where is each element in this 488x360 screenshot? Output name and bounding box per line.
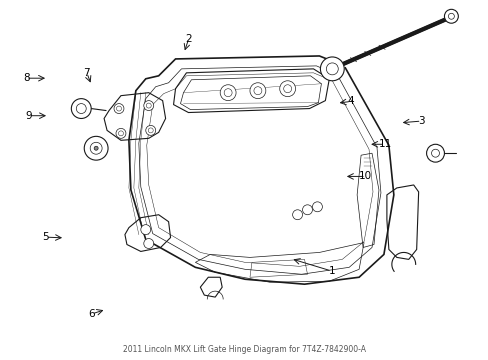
Circle shape [224,89,232,96]
Circle shape [90,142,102,154]
Circle shape [431,149,439,157]
Circle shape [320,57,344,81]
Circle shape [114,104,123,113]
Text: 8: 8 [23,73,29,83]
Circle shape [249,83,265,99]
Circle shape [143,100,153,111]
Circle shape [426,144,444,162]
Circle shape [146,103,151,108]
Circle shape [312,202,322,212]
Text: 3: 3 [417,116,424,126]
Circle shape [141,225,150,235]
Circle shape [325,63,338,75]
Text: 2011 Lincoln MKX Lift Gate Hinge Diagram for 7T4Z-7842900-A: 2011 Lincoln MKX Lift Gate Hinge Diagram… [122,345,365,354]
Circle shape [302,205,312,215]
Text: 4: 4 [347,96,354,107]
Circle shape [444,9,457,23]
Circle shape [253,87,262,95]
Circle shape [94,146,98,150]
Text: 9: 9 [25,111,32,121]
Circle shape [447,13,453,19]
Circle shape [84,136,108,160]
Text: 11: 11 [378,139,391,149]
Text: 1: 1 [328,266,334,276]
Circle shape [220,85,236,100]
Text: 6: 6 [88,309,95,319]
Circle shape [279,81,295,96]
Circle shape [118,131,123,136]
Circle shape [148,128,153,133]
Circle shape [145,125,155,135]
Circle shape [76,104,86,113]
Circle shape [143,239,153,248]
Text: 7: 7 [83,68,90,78]
Circle shape [283,85,291,93]
Circle shape [116,106,121,111]
Circle shape [116,129,126,138]
Text: 2: 2 [185,34,192,44]
Circle shape [292,210,302,220]
Text: 5: 5 [42,232,49,242]
Text: 10: 10 [359,171,371,181]
Circle shape [71,99,91,118]
